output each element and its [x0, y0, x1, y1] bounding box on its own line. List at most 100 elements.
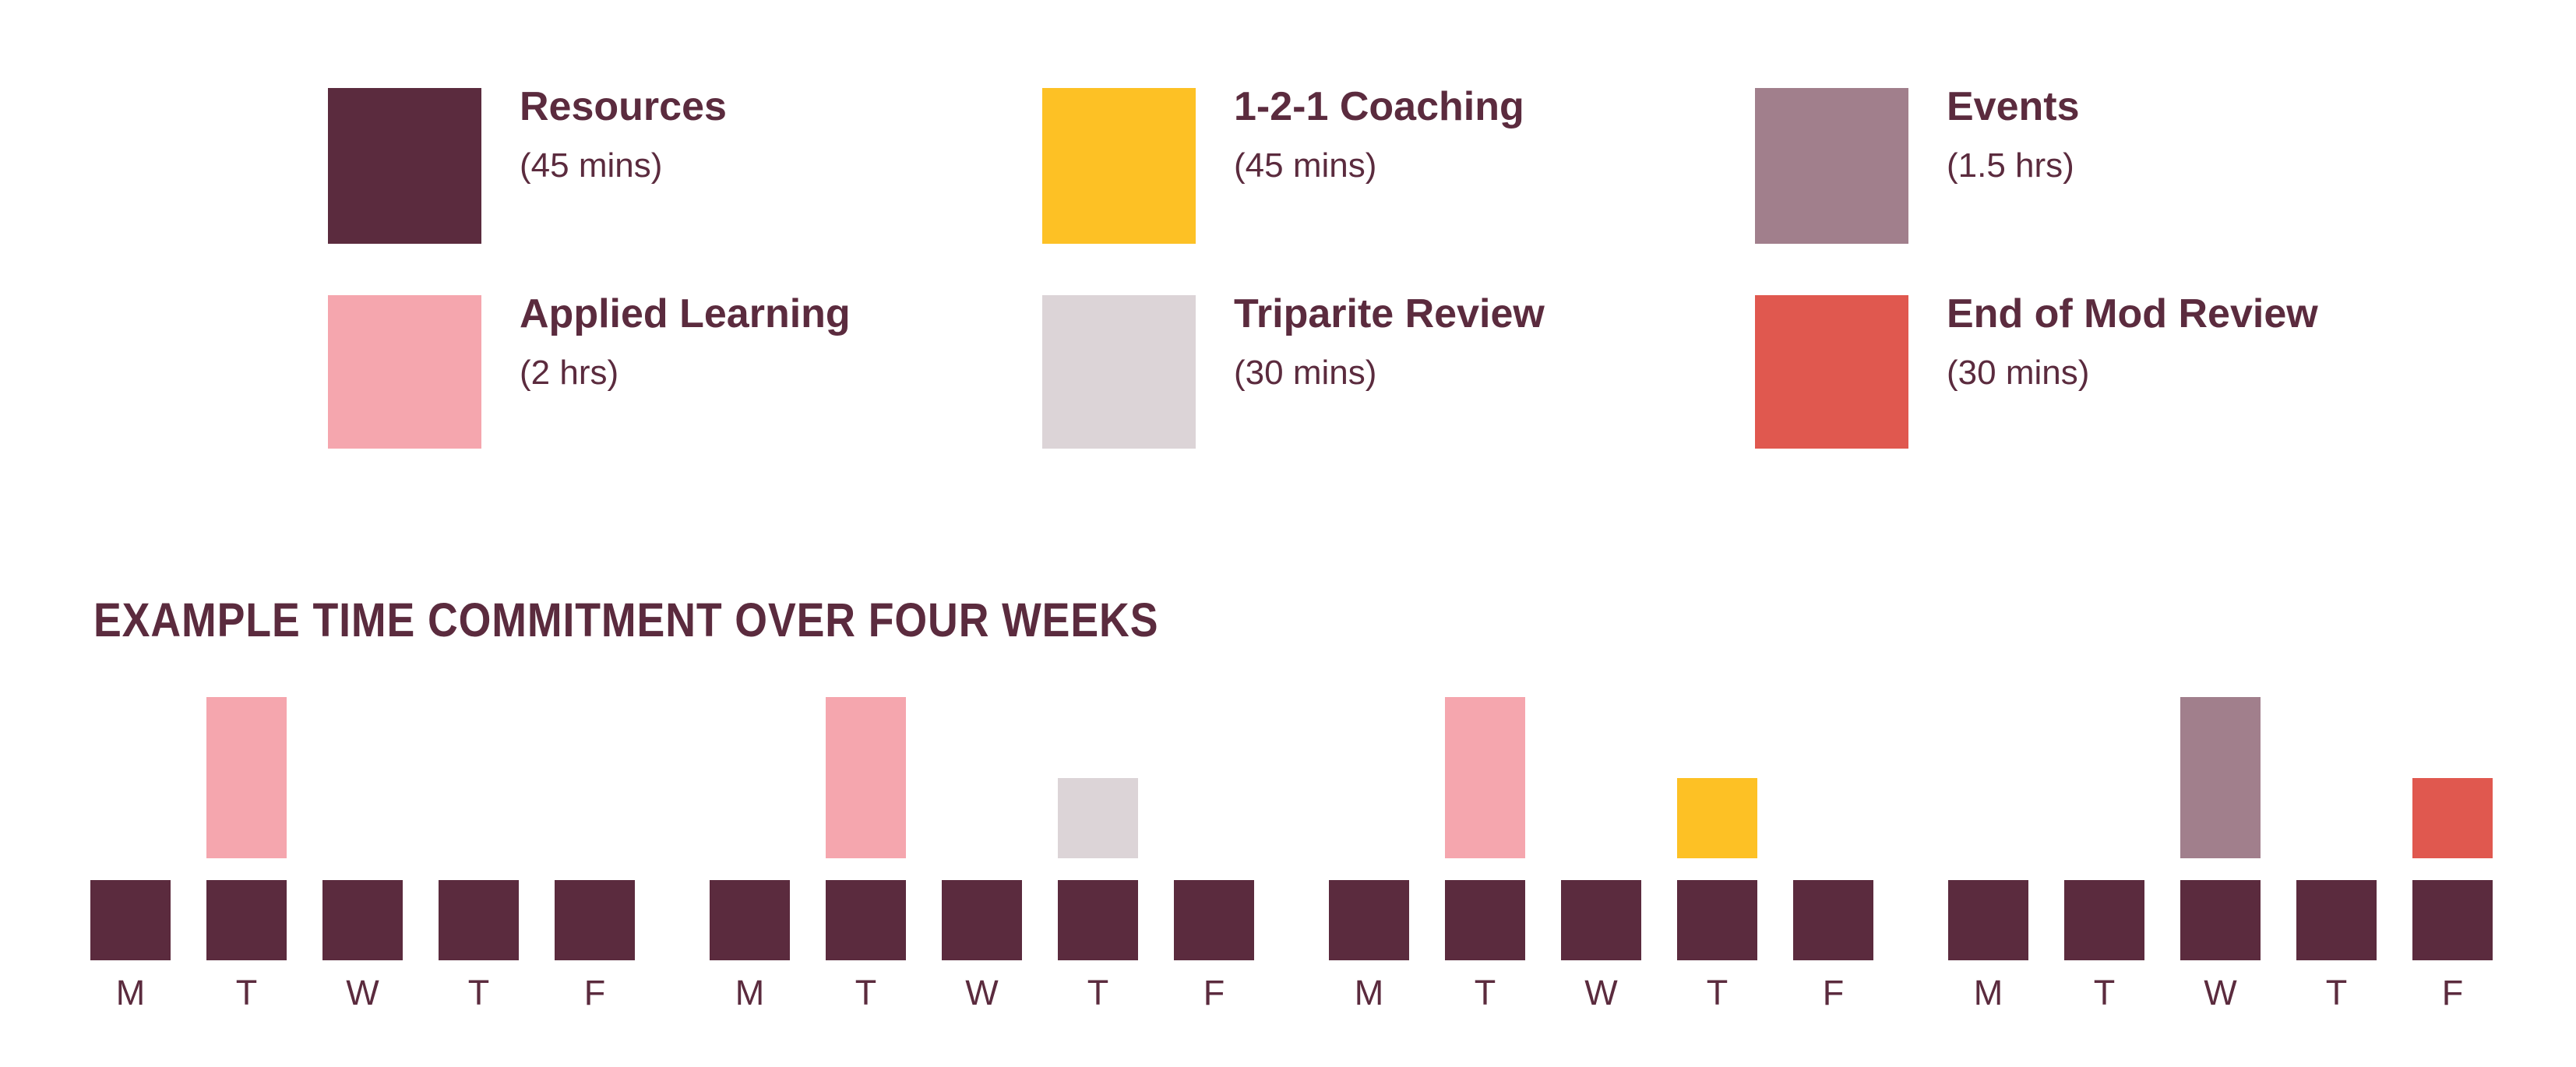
base-bar-resources [2296, 880, 2377, 960]
legend-duration: (45 mins) [520, 146, 663, 185]
resources-swatch [328, 88, 481, 244]
day-label: W [346, 973, 379, 1012]
day-label: T [2093, 973, 2116, 1012]
overlay-bar-coaching [1677, 778, 1757, 858]
week1-day3-W: W [322, 697, 403, 1010]
week1-day5-F: F [555, 697, 635, 1010]
legend-text-resources: Resources (45 mins) [520, 85, 727, 244]
legend-item-triparite: Triparite Review (30 mins) [1042, 292, 1755, 449]
legend-label: End of Mod Review [1947, 291, 2318, 336]
triparite-swatch [1042, 295, 1196, 449]
base-bar-resources [1793, 880, 1873, 960]
base-bar-resources [1445, 880, 1525, 960]
day-label: T [2325, 973, 2348, 1012]
week4-day4-T: T [2296, 697, 2377, 1010]
legend-duration: (2 hrs) [520, 354, 619, 392]
legend-text-triparite: Triparite Review (30 mins) [1234, 292, 1545, 449]
week4-day1-M: M [1948, 697, 2028, 1010]
legend-label: Triparite Review [1234, 291, 1545, 336]
week2-day5-F: F [1174, 697, 1254, 1010]
base-bar-resources [942, 880, 1022, 960]
day-label: M [1973, 973, 2003, 1012]
legend-item-end_of_mod: End of Mod Review (30 mins) [1755, 292, 2318, 449]
base-bar-resources [1948, 880, 2028, 960]
overlay-bar-triparite [1058, 778, 1138, 858]
legend-text-applied_learning: Applied Learning (2 hrs) [520, 292, 851, 449]
overlay-bar-applied_learning [206, 697, 287, 858]
week2-day1-M: M [710, 697, 790, 1010]
day-label: W [2204, 973, 2237, 1012]
legend-duration: (1.5 hrs) [1947, 146, 2074, 185]
week4-day5-F: F [2412, 697, 2493, 1010]
base-bar-resources [322, 880, 403, 960]
legend-text-events: Events (1.5 hrs) [1947, 85, 2080, 244]
legend-item-events: Events (1.5 hrs) [1755, 85, 2318, 244]
base-bar-resources [90, 880, 171, 960]
legend-text-coaching: 1-2-1 Coaching (45 mins) [1234, 85, 1524, 244]
base-bar-resources [1561, 880, 1641, 960]
legend-label: 1-2-1 Coaching [1234, 84, 1524, 129]
day-label: T [1087, 973, 1109, 1012]
day-label: F [583, 973, 606, 1012]
end_of_mod-swatch [1755, 295, 1908, 449]
day-label: M [115, 973, 146, 1012]
coaching-swatch [1042, 88, 1196, 244]
week4-day3-W: W [2180, 697, 2261, 1010]
week3-day4-T: T [1677, 697, 1757, 1010]
legend-duration: (45 mins) [1234, 146, 1377, 185]
week3-day2-T: T [1445, 697, 1525, 1010]
day-label: M [1354, 973, 1384, 1012]
day-label: T [467, 973, 490, 1012]
legend-item-applied_learning: Applied Learning (2 hrs) [328, 292, 1042, 449]
base-bar-resources [1677, 880, 1757, 960]
overlay-bar-events [2180, 697, 2261, 858]
legend-duration: (30 mins) [1947, 354, 2090, 392]
day-label: M [735, 973, 765, 1012]
week3-day1-M: M [1329, 697, 1409, 1010]
legend-item-coaching: 1-2-1 Coaching (45 mins) [1042, 85, 1755, 244]
day-label: T [235, 973, 258, 1012]
base-bar-resources [826, 880, 906, 960]
day-label: F [2441, 973, 2464, 1012]
legend-item-resources: Resources (45 mins) [328, 85, 1042, 244]
base-bar-resources [710, 880, 790, 960]
base-bar-resources [1058, 880, 1138, 960]
legend-label: Events [1947, 84, 2080, 129]
week2-day2-T: T [826, 697, 906, 1010]
week4-day2-T: T [2064, 697, 2144, 1010]
week2-day4-T: T [1058, 697, 1138, 1010]
legend-text-end_of_mod: End of Mod Review (30 mins) [1947, 292, 2318, 449]
applied_learning-swatch [328, 295, 481, 449]
legend-duration: (30 mins) [1234, 354, 1377, 392]
events-swatch [1755, 88, 1908, 244]
section-title: EXAMPLE TIME COMMITMENT OVER FOUR WEEKS [93, 593, 1159, 646]
day-label: F [1822, 973, 1845, 1012]
day-label: T [1474, 973, 1496, 1012]
overlay-bar-applied_learning [1445, 697, 1525, 858]
base-bar-resources [2180, 880, 2261, 960]
base-bar-resources [1174, 880, 1254, 960]
week1-day4-T: T [439, 697, 519, 1010]
day-label: W [965, 973, 999, 1012]
day-label: T [855, 973, 877, 1012]
base-bar-resources [555, 880, 635, 960]
week2-day3-W: W [942, 697, 1022, 1010]
overlay-bar-applied_learning [826, 697, 906, 858]
base-bar-resources [439, 880, 519, 960]
day-label: W [1584, 973, 1618, 1012]
legend-label: Resources [520, 84, 727, 129]
week3-day5-F: F [1793, 697, 1873, 1010]
week1-day1-M: M [90, 697, 171, 1010]
legend-label: Applied Learning [520, 291, 851, 336]
legend: Resources (45 mins) 1-2-1 Coaching (45 mins… [328, 85, 2318, 449]
week3-day3-W: W [1561, 697, 1641, 1010]
day-label: T [1706, 973, 1728, 1012]
week1-day2-T: T [206, 697, 287, 1010]
base-bar-resources [1329, 880, 1409, 960]
base-bar-resources [2064, 880, 2144, 960]
